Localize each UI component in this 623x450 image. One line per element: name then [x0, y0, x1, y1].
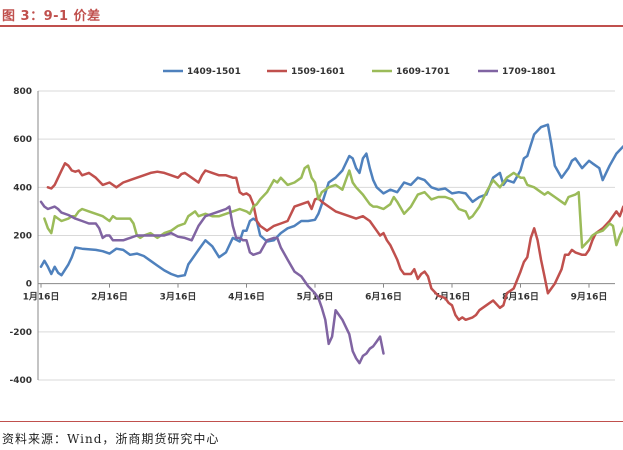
chart-legend: 1409-1501 1509-1601 1609-1701 1709-1801 — [163, 67, 556, 77]
x-axis: 1月16日 2月16日 3月16日 4月16日 5月16日 6月16日 7月16日 8月16日… — [23, 283, 615, 303]
x-tick-label: 6月16日 — [365, 292, 402, 303]
series-line-1509-1601 — [46, 162, 623, 322]
y-tick-label: 200 — [13, 232, 32, 242]
series-line-1709-1801 — [39, 200, 385, 365]
y-tick-label: 400 — [13, 183, 32, 193]
y-tick-label: -200 — [9, 328, 32, 338]
figure-source: 资料来源：Wind，浙商期货研究中心 — [2, 432, 220, 446]
plot-series — [39, 123, 623, 365]
y-tick-label: 600 — [13, 135, 32, 145]
title-rule — [0, 25, 623, 27]
x-tick-label: 1月16日 — [23, 292, 60, 303]
x-tick-label: 2月16日 — [91, 292, 128, 303]
y-tick-label: 800 — [13, 87, 32, 97]
y-tick-label: 0 — [26, 280, 32, 290]
spread-line-chart: 1409-1501 1509-1601 1609-1701 1709-1801 -40… — [9, 67, 623, 386]
legend-label: 1709-1801 — [502, 67, 556, 77]
figure-header: 图 3：9-1 价差 — [0, 0, 623, 27]
x-tick-label: 8月16日 — [502, 292, 539, 303]
x-tick-label: 3月16日 — [160, 292, 197, 303]
x-tick-label: 5月16日 — [297, 292, 334, 303]
legend-label: 1509-1601 — [291, 67, 345, 77]
legend-label: 1409-1501 — [187, 67, 241, 77]
figure-title: 图 3：9-1 价差 — [2, 9, 101, 24]
y-tick-label: -400 — [9, 376, 32, 386]
x-tick-label: 7月16日 — [434, 292, 471, 303]
footer-rule — [0, 421, 623, 422]
x-tick-label: 4月16日 — [228, 292, 265, 303]
series-line-1409-1501 — [39, 123, 623, 278]
y-axis: -400 -200 0 200 400 600 800 — [9, 87, 39, 386]
legend-label: 1609-1701 — [396, 67, 450, 77]
x-tick-label: 9月16日 — [571, 292, 608, 303]
